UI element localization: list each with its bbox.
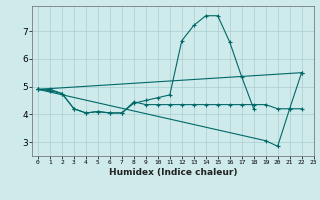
X-axis label: Humidex (Indice chaleur): Humidex (Indice chaleur) (108, 168, 237, 177)
